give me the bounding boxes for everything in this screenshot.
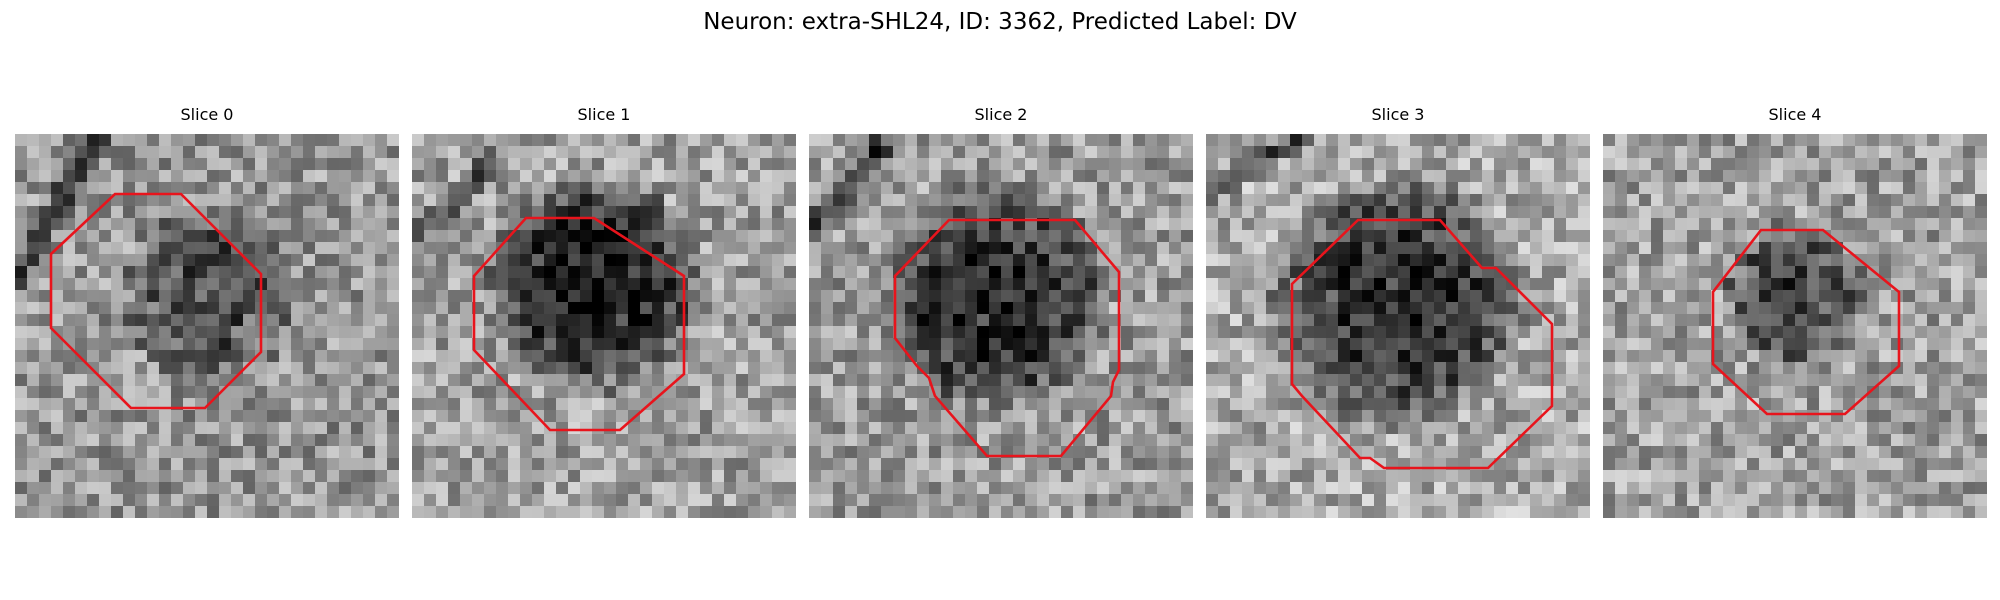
- roi-outline: [1711, 228, 1901, 416]
- slice-title: Slice 2: [974, 105, 1028, 124]
- pixel-grid: [1603, 134, 1987, 518]
- roi-outline: [1290, 218, 1554, 470]
- pixel-grid: [412, 134, 796, 518]
- slice-image: [809, 134, 1193, 518]
- slice-title: Slice 1: [577, 105, 631, 124]
- roi-outline: [49, 192, 263, 410]
- slice-image: [15, 134, 399, 518]
- roi-outline: [893, 218, 1121, 458]
- slice-title: Slice 3: [1371, 105, 1425, 124]
- roi-outline: [472, 216, 686, 432]
- pixel-grid: [809, 134, 1193, 518]
- pixel-grid: [15, 134, 399, 518]
- pixel-grid: [1206, 134, 1590, 518]
- slice-title: Slice 4: [1768, 105, 1822, 124]
- slice-image: [1206, 134, 1590, 518]
- slice-image: [412, 134, 796, 518]
- slice-title: Slice 0: [180, 105, 234, 124]
- slice-image: [1603, 134, 1987, 518]
- figure-title: Neuron: extra-SHL24, ID: 3362, Predicted…: [703, 9, 1297, 35]
